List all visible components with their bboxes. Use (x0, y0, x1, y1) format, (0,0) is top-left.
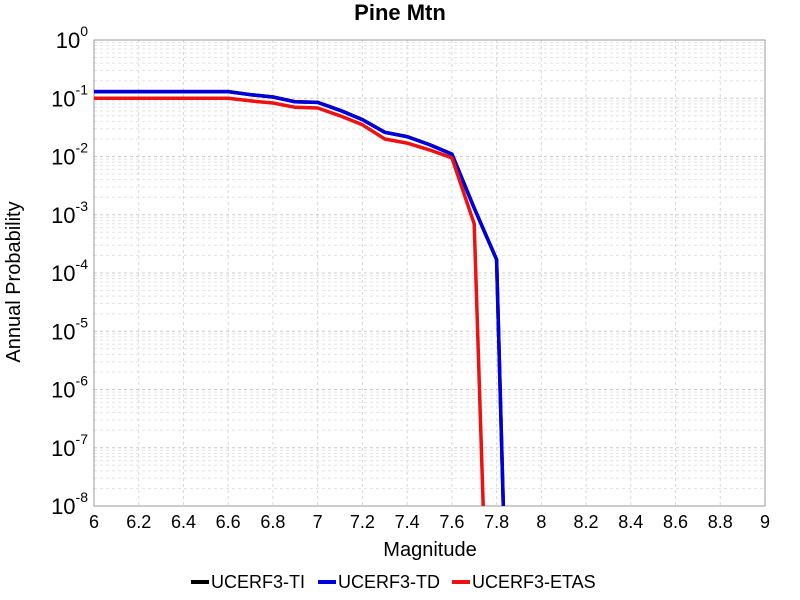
y-tick-exponent: -1 (76, 81, 89, 97)
chart-title: Pine Mtn (354, 0, 446, 25)
y-tick-exponent: -4 (76, 256, 89, 272)
x-tick-label: 6.2 (126, 512, 151, 532)
series-line-ucerf3-td (94, 89, 506, 506)
x-tick-label: 8.8 (708, 512, 733, 532)
y-tick-base: 10 (51, 378, 75, 403)
legend-label: UCERF3-ETAS (472, 572, 596, 592)
y-tick-label: 10-1 (51, 81, 88, 111)
x-tick-label: 8 (536, 512, 546, 532)
grid (93, 40, 766, 507)
y-tick-exponent: -8 (76, 489, 89, 505)
x-tick-label: 7.8 (484, 512, 509, 532)
y-tick-base: 10 (51, 86, 75, 111)
x-tick-label: 6 (89, 512, 99, 532)
x-tick-label: 9 (760, 512, 770, 532)
x-tick-label: 7 (313, 512, 323, 532)
y-tick-label: 10-5 (51, 314, 88, 344)
y-tick-label: 10-3 (51, 198, 88, 228)
x-tick-label: 8.2 (574, 512, 599, 532)
y-tick-base: 10 (51, 436, 75, 461)
legend-label: UCERF3-TD (338, 572, 440, 592)
x-tick-label: 6.8 (260, 512, 285, 532)
legend: UCERF3-TI UCERF3-TD UCERF3-ETAS (191, 572, 596, 592)
y-tick-exponent: -7 (76, 431, 89, 447)
y-axis-label: Annual Probability (3, 201, 25, 362)
y-tick-label: 10-7 (51, 431, 88, 461)
x-axis-label: Magnitude (383, 539, 476, 561)
y-tick-exponent: -3 (76, 198, 89, 214)
y-tick-label: 10-8 (51, 489, 88, 519)
y-tick-base: 10 (51, 261, 75, 286)
x-tick-label: 8.4 (618, 512, 643, 532)
x-tick-label: 7.4 (395, 512, 420, 532)
y-tick-base: 10 (51, 319, 75, 344)
y-tick-exponent: -2 (76, 140, 89, 156)
y-tick-base: 10 (51, 145, 75, 170)
series-layer (94, 89, 506, 506)
y-tick-exponent: -5 (76, 314, 89, 330)
x-tick-label: 6.4 (171, 512, 196, 532)
x-tick-label: 7.2 (350, 512, 375, 532)
y-tick-label: 10-2 (51, 140, 88, 170)
x-tick-label: 6.6 (216, 512, 241, 532)
series-line-ucerf3-etas (94, 96, 485, 506)
y-tick-base: 10 (56, 28, 80, 53)
y-tick-label: 10-4 (51, 256, 88, 286)
legend-label: UCERF3-TI (211, 572, 305, 592)
y-tick-base: 10 (51, 203, 75, 228)
y-tick-exponent: 0 (80, 23, 88, 39)
x-tick-labels: 6 6.2 6.4 6.6 6.8 7 7.2 7.4 7.6 7.8 8 8.2 8.4 8.6 8.8 9 (89, 512, 770, 532)
y-tick-exponent: -6 (76, 373, 89, 389)
y-tick-base: 10 (51, 494, 75, 519)
plot-frame (93, 39, 766, 507)
y-tick-label: 100 (56, 23, 88, 53)
y-tick-label: 10-6 (51, 373, 88, 403)
x-tick-label: 8.6 (663, 512, 688, 532)
x-tick-label: 7.6 (439, 512, 464, 532)
